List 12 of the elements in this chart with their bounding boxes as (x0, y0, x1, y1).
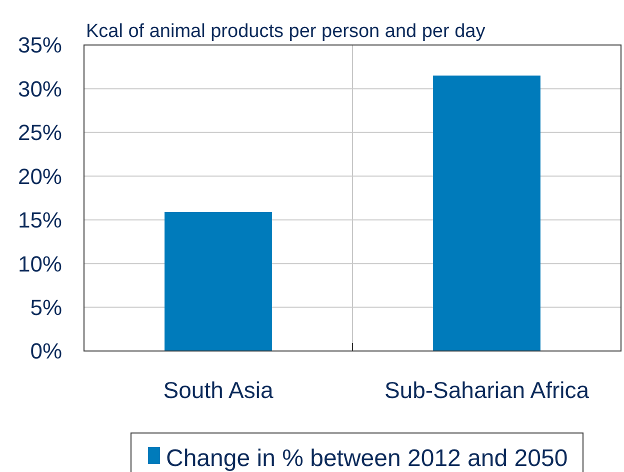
y-tick-label: 30% (18, 76, 62, 102)
y-tick-label: 25% (18, 120, 62, 146)
chart-title: Kcal of animal products per person and per day (86, 21, 486, 42)
legend-label: Change in % between 2012 and 2050 (166, 445, 568, 472)
y-tick-label: 35% (18, 32, 62, 58)
y-tick-label: 0% (30, 338, 62, 364)
y-tick-label: 5% (30, 294, 62, 320)
x-tick-label: Sub-Saharian Africa (384, 377, 590, 403)
y-tick-label: 20% (18, 164, 62, 189)
y-tick-label: 15% (18, 208, 62, 233)
x-tick-label: South Asia (163, 377, 274, 403)
y-tick-label: 10% (18, 251, 62, 276)
